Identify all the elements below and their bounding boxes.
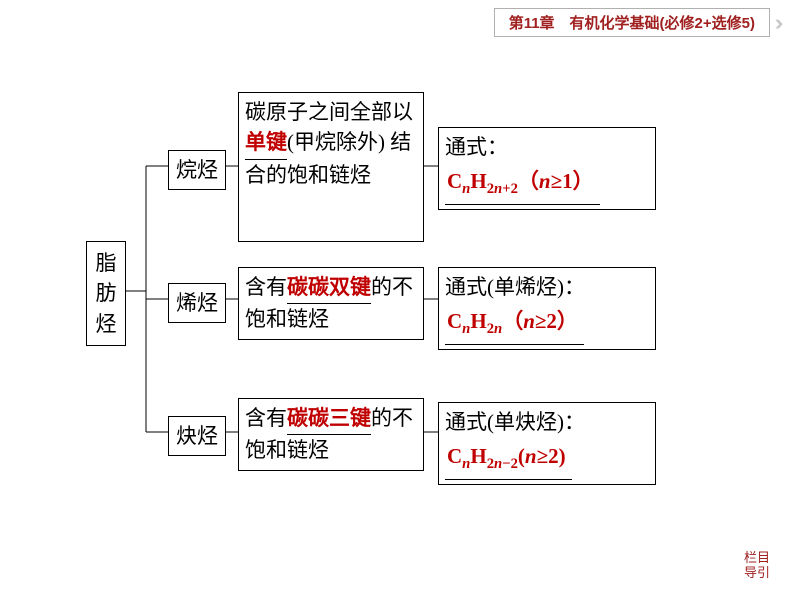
f-mid: H bbox=[470, 309, 486, 333]
desc-key: 碳碳三键 bbox=[287, 406, 371, 430]
formula-label: 通式： bbox=[445, 135, 508, 159]
f-sub2: 2n bbox=[487, 322, 503, 338]
f-pre: C bbox=[447, 169, 462, 193]
f-pre: C bbox=[447, 309, 462, 333]
formula-label: 通式(单烯烃)： bbox=[445, 275, 585, 299]
formula-alkane: 通式： CnH2n+2（n≥1） bbox=[438, 127, 656, 210]
f-cond: （n≥2） bbox=[502, 309, 578, 333]
category-label: 烯烃 bbox=[176, 291, 218, 315]
desc-alkyne: 含有碳碳三键的不饱和链烃 bbox=[238, 398, 424, 471]
desc-alkene: 含有碳碳双键的不饱和链烃 bbox=[238, 267, 424, 340]
desc-key: 碳碳双键 bbox=[287, 275, 371, 299]
category-label: 烷烃 bbox=[176, 158, 218, 182]
f-mid: H bbox=[470, 169, 486, 193]
footer-line2: 导引 bbox=[744, 566, 770, 580]
footer-nav[interactable]: 栏目 导引 bbox=[744, 551, 770, 580]
f-pre: C bbox=[447, 444, 462, 468]
formula-alkene: 通式(单烯烃)： CnH2n（n≥2） bbox=[438, 267, 656, 350]
desc-pre: 含有 bbox=[245, 406, 287, 430]
category-alkane: 烷烃 bbox=[168, 150, 226, 190]
root-node: 脂肪烃 bbox=[86, 241, 126, 346]
category-label: 炔烃 bbox=[176, 424, 218, 448]
desc-key: 单键 bbox=[245, 130, 287, 154]
desc-alkane: 碳原子之间全部以单键(甲烷除外) 结合的饱和链烃 bbox=[238, 92, 424, 242]
footer-line1: 栏目 bbox=[744, 551, 770, 565]
desc-pre: 碳原子之间全部以 bbox=[245, 100, 413, 124]
formula-label: 通式(单炔烃)： bbox=[445, 410, 585, 434]
formula-alkyne: 通式(单炔烃)： CnH2n−2(n≥2) bbox=[438, 402, 656, 485]
f-mid: H bbox=[470, 444, 486, 468]
f-cond: (n≥2) bbox=[518, 444, 566, 468]
category-alkene: 烯烃 bbox=[168, 283, 226, 323]
f-cond: （n≥1） bbox=[518, 169, 594, 193]
f-sub2: 2n+2 bbox=[487, 182, 518, 198]
category-alkyne: 炔烃 bbox=[168, 416, 226, 456]
desc-pre: 含有 bbox=[245, 275, 287, 299]
f-sub2: 2n−2 bbox=[487, 457, 518, 473]
root-label: 脂肪烃 bbox=[96, 251, 117, 336]
